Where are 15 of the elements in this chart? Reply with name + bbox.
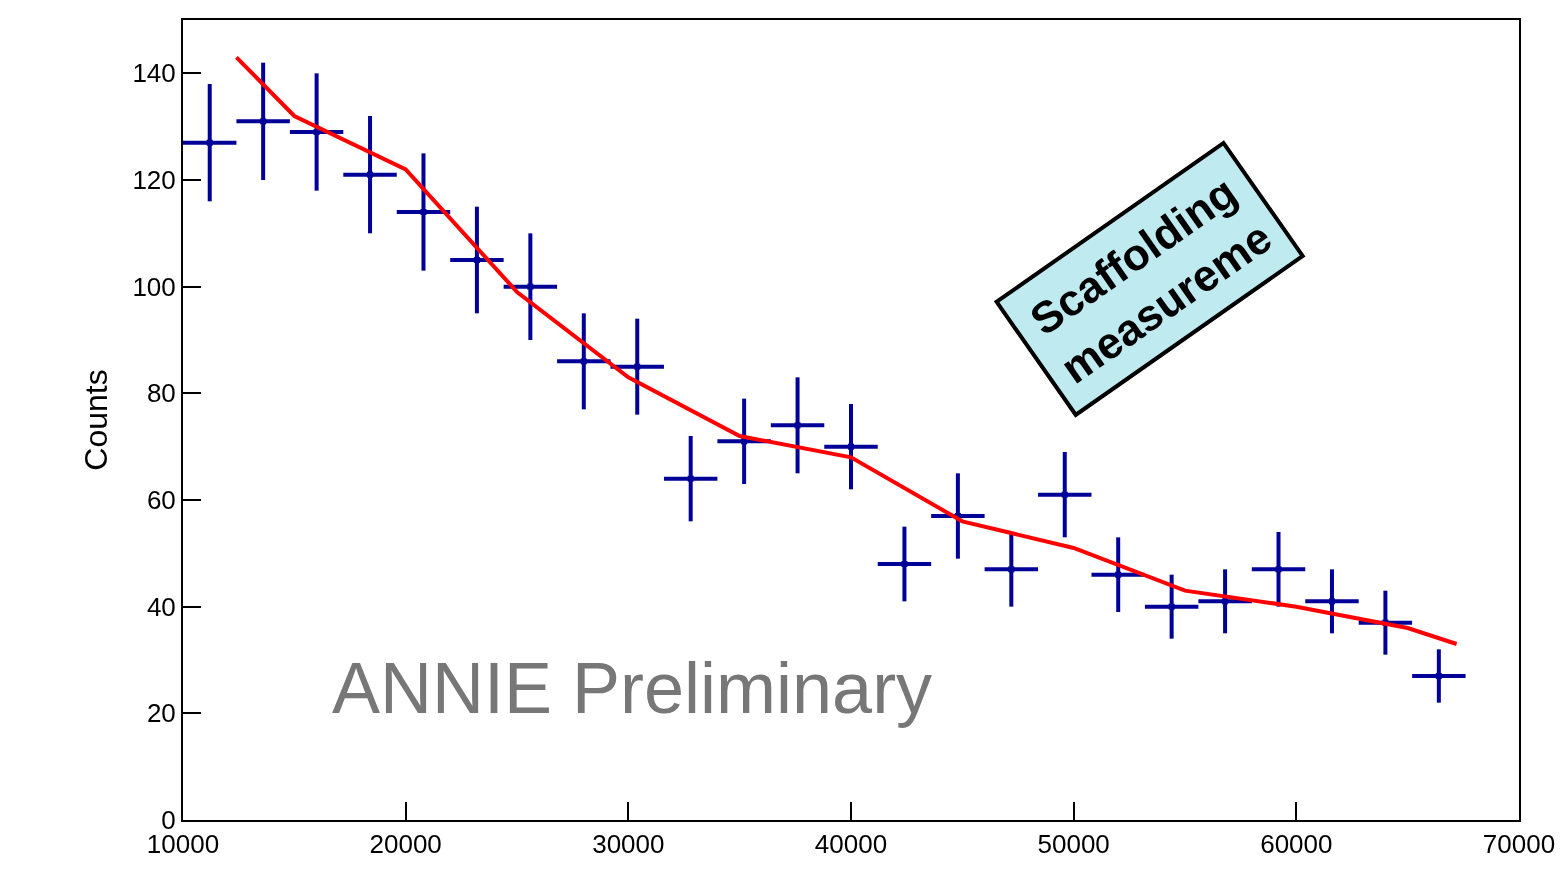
y-tick-label: 60 [146,485,176,516]
y-tick-label: 140 [132,58,176,89]
y-tick-label: 40 [146,591,176,622]
y-tick-label: 120 [132,165,176,196]
x-tick-label: 70000 [1482,829,1556,860]
y-tick-label: 100 [132,271,176,302]
y-tick-label: 80 [146,378,176,409]
x-tick-label: 50000 [1037,829,1110,860]
x-tick-label: 60000 [1260,829,1333,860]
y-tick-label: 20 [146,698,176,729]
x-tick-label: 30000 [592,829,665,860]
x-tick-label: 20000 [369,829,442,860]
y-axis-title: Counts [78,369,115,471]
annotation: ANNIE Preliminary [332,648,933,728]
x-tick-label: 40000 [814,829,888,860]
